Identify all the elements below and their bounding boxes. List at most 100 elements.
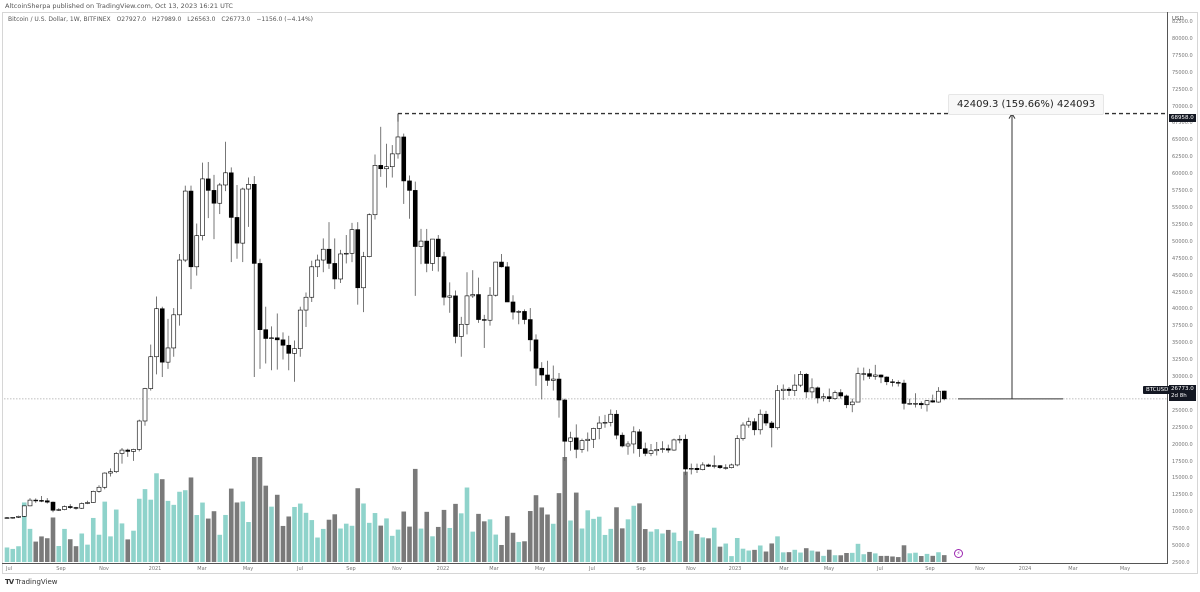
volume-bar [470, 531, 476, 562]
candle-body [757, 413, 763, 431]
candle-body [585, 438, 591, 441]
candle-body [654, 449, 660, 452]
candle-body [723, 467, 729, 469]
price-tick: 77500.0 [1172, 52, 1193, 59]
candle-body [907, 403, 913, 405]
candle-body [67, 506, 73, 508]
volume-bar [740, 548, 746, 562]
ohlc-close: C26773.0 [221, 16, 251, 23]
candle-body [200, 178, 205, 236]
volume-bar [895, 557, 901, 562]
volume-bar [447, 527, 453, 562]
volume-bar [44, 538, 50, 562]
candle-body [608, 413, 614, 423]
volume-bar [234, 502, 240, 562]
candle-body [372, 165, 378, 216]
candle-body [579, 440, 585, 450]
volume-bar [10, 548, 16, 562]
volume-bar [148, 499, 154, 562]
volume-bar [481, 521, 487, 562]
candle-body [700, 464, 706, 470]
publisher-line: AltcoinSherpa published on TradingView.c… [5, 2, 233, 10]
candle-body [706, 464, 711, 467]
price-tick: 7500.0 [1172, 526, 1190, 533]
price-tick: 25000.0 [1172, 407, 1193, 414]
volume-bar [125, 539, 131, 562]
volume-bar [154, 473, 159, 562]
volume-bar [430, 536, 435, 562]
volume-bar [33, 541, 39, 562]
candle-body [533, 339, 539, 369]
price-tick: 52500.0 [1172, 221, 1193, 228]
candle-body [602, 422, 608, 424]
candle-body [470, 294, 476, 297]
volume-bar [136, 498, 142, 562]
candle-body [366, 214, 372, 257]
price-tick: 72500.0 [1172, 86, 1193, 93]
volume-bar [73, 546, 79, 562]
lightning-alert-icon[interactable]: ⚡ [954, 549, 963, 558]
tradingview-logo: TV TradingView [5, 578, 58, 586]
candle-body [315, 259, 320, 268]
time-axis[interactable]: Jul Sep Nov 2021 Mar May Jul Sep Nov 2022 Mar May Ju… [2, 563, 1167, 574]
volume-bar [96, 534, 102, 562]
candle-body [631, 431, 637, 445]
candlestick-chart[interactable] [0, 0, 1167, 565]
candle-body [251, 184, 257, 264]
candle-body [499, 261, 504, 268]
candle-body [240, 188, 246, 244]
candle-body [901, 382, 907, 404]
candle-body [464, 295, 470, 325]
candle-body [320, 248, 326, 261]
volume-bar [303, 512, 309, 562]
candle-body [562, 399, 568, 442]
target-price-badge: 68958.0 [1169, 114, 1196, 122]
candle-body [79, 503, 85, 509]
time-tick: Jul [296, 566, 304, 572]
volume-bar [591, 518, 596, 562]
volume-bar [780, 552, 786, 562]
volume-bar [832, 555, 838, 562]
volume-bar [320, 528, 326, 562]
candle-body [50, 501, 56, 511]
volume-bar [269, 506, 274, 562]
price-tick: 2500.0 [1172, 560, 1190, 566]
candle-body [246, 184, 251, 190]
volume-bar [200, 502, 205, 562]
volume-bar [527, 511, 533, 562]
volume-bar [711, 527, 717, 562]
candle-body [539, 367, 545, 376]
volume-bar [815, 551, 821, 562]
candle-body [269, 337, 274, 339]
volume-bar [499, 544, 504, 562]
candle-body [671, 439, 677, 451]
current-price: 26773.0 [1171, 386, 1194, 392]
volume-bar [648, 531, 654, 562]
volume-bar [332, 514, 338, 562]
candle-body [211, 190, 217, 204]
volume-bar [355, 488, 361, 562]
volume-bar [476, 513, 481, 562]
candle-body [596, 422, 602, 429]
candle-body [119, 449, 125, 454]
measure-label[interactable]: 42409.3 (159.66%) 424093 [948, 94, 1105, 115]
price-tick: 12500.0 [1172, 492, 1193, 499]
candle-body [424, 240, 430, 264]
candle-body [619, 434, 625, 447]
candle-body [33, 499, 39, 502]
volume-bar [159, 479, 165, 562]
price-tick: 5000.0 [1172, 543, 1190, 550]
volume-bar [573, 492, 579, 562]
volume-bar [838, 555, 844, 562]
volume-bar [171, 504, 177, 562]
candle-body [729, 464, 734, 468]
volume-bar [113, 509, 119, 562]
volume-bar [246, 522, 251, 562]
volume-bar [642, 529, 648, 562]
volume-bar [579, 528, 585, 562]
volume-bar [637, 503, 642, 562]
price-axis[interactable]: USD 82500.0 80000.0 77500.0 75000.0 72500.0 7… [1167, 12, 1198, 566]
candle-body [62, 506, 67, 510]
volume-bar [401, 511, 407, 562]
symbol-legend: Bitcoin / U.S. Dollar, 1W, BITFINEX O279… [8, 16, 317, 23]
